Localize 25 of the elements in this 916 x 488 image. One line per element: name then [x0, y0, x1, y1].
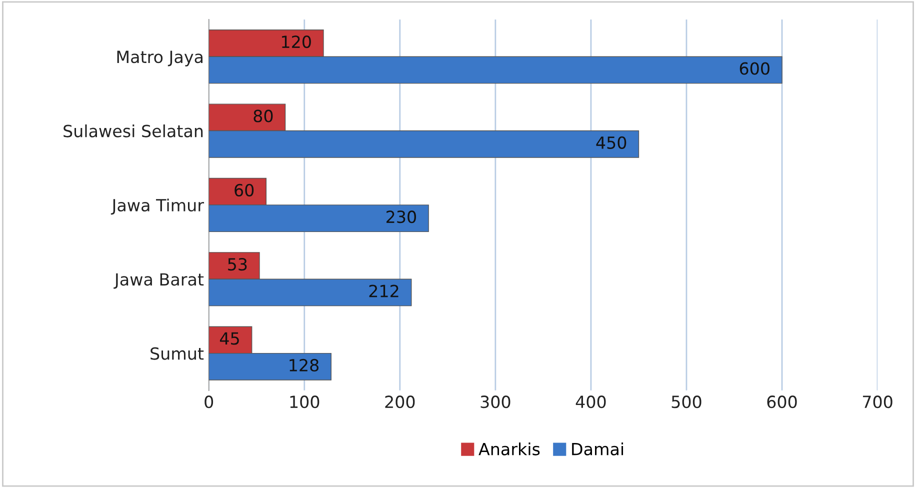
x-tick-label: 100	[290, 396, 320, 408]
x-tick-label: 700	[862, 396, 892, 408]
data-label: 120	[282, 35, 311, 48]
x-tick-label: 200	[385, 396, 415, 408]
data-label: 212	[369, 284, 398, 298]
x-tick-label: 300	[480, 396, 510, 408]
x-tick-label: 0	[204, 396, 214, 408]
y-tick-label: Matro Jaya	[117, 50, 202, 66]
y-tick-label: Sumut	[150, 347, 204, 360]
x-tick-label: 500	[672, 396, 702, 408]
legend-label: Damai	[572, 442, 624, 456]
data-label: 45	[220, 332, 239, 345]
y-tick-label: Jawa Barat	[114, 273, 204, 289]
data-label: 60	[234, 184, 254, 196]
data-label: 53	[228, 258, 247, 271]
data-label: 450	[596, 136, 626, 149]
x-tick-label: 400	[576, 396, 606, 408]
data-label: 230	[386, 210, 416, 224]
x-tick-label: 600	[767, 396, 797, 408]
data-label: 600	[740, 62, 770, 75]
data-label: 80	[254, 110, 273, 122]
y-tick-label: Jawa Timur	[110, 198, 204, 215]
y-tick-label: Sulawesi Selatan	[64, 124, 203, 138]
legend-label: Anarkis	[478, 442, 540, 456]
data-label: 128	[290, 358, 319, 372]
